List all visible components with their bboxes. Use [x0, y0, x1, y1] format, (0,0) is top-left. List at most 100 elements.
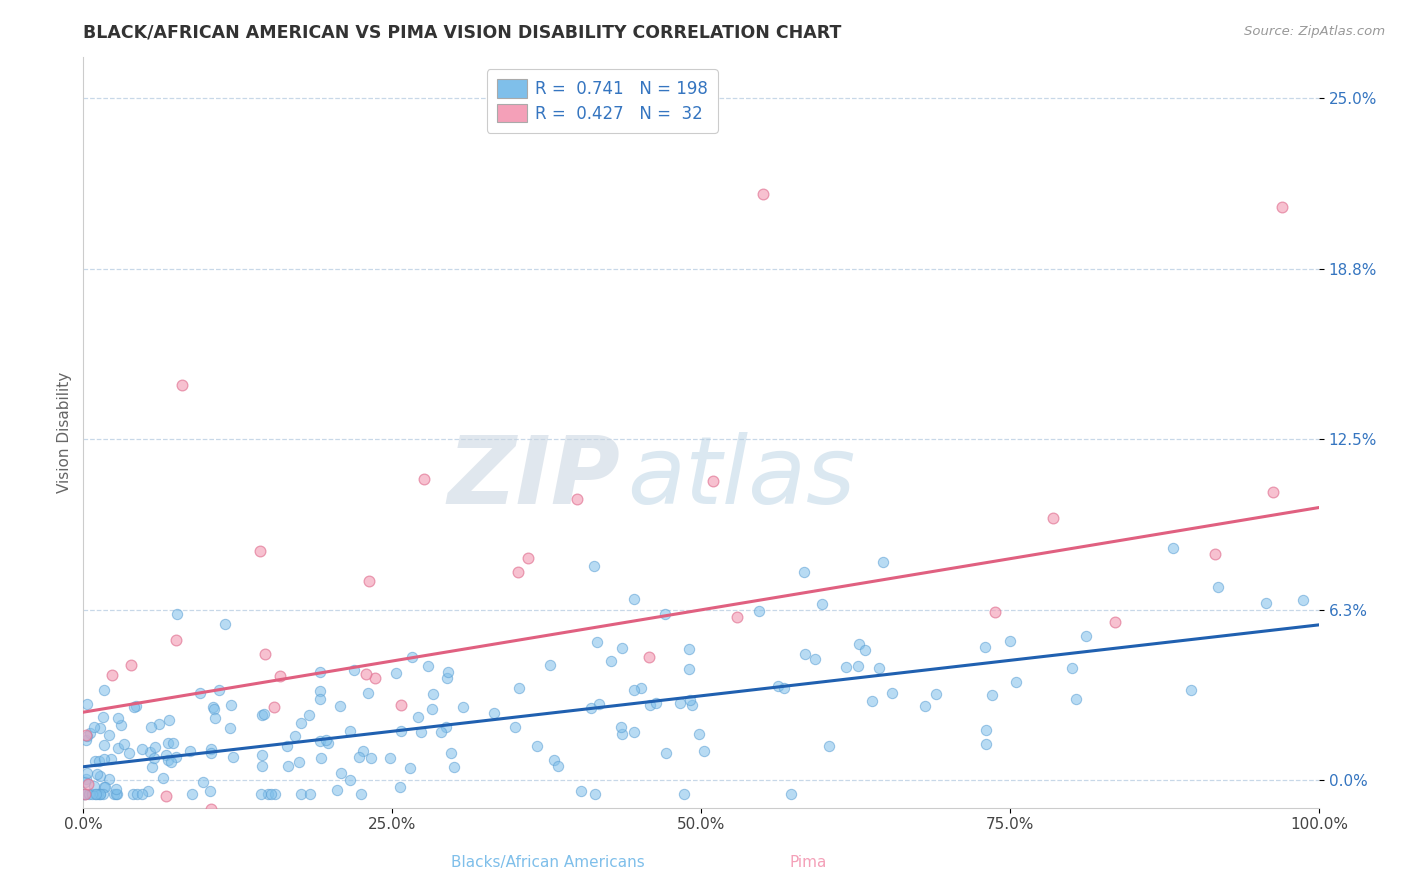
Point — [398, 761, 420, 775]
Point — [342, 663, 364, 677]
Point — [165, 632, 187, 647]
Point — [110, 717, 132, 731]
Point — [107, 740, 129, 755]
Point — [678, 662, 700, 676]
Point — [73, 787, 96, 801]
Point — [86, 767, 108, 781]
Point — [159, 755, 181, 769]
Point — [508, 681, 530, 695]
Point — [437, 665, 460, 680]
Point — [679, 693, 702, 707]
Point — [93, 752, 115, 766]
Point — [538, 658, 561, 673]
Point — [804, 652, 827, 666]
Point — [623, 592, 645, 607]
Point — [83, 779, 105, 793]
Point — [925, 687, 948, 701]
Point — [638, 650, 661, 665]
Point — [1064, 691, 1087, 706]
Point — [330, 765, 353, 780]
Point — [773, 681, 796, 695]
Point — [872, 555, 894, 569]
Point — [389, 780, 412, 795]
Point — [188, 685, 211, 699]
Point — [76, 729, 98, 743]
Point — [97, 772, 120, 786]
Point — [981, 688, 1004, 702]
Point — [276, 739, 298, 753]
Point — [853, 643, 876, 657]
Point — [77, 787, 100, 801]
Point — [112, 738, 135, 752]
Point — [1161, 541, 1184, 556]
Point — [360, 750, 382, 764]
Point — [846, 659, 869, 673]
Text: Pima: Pima — [790, 855, 827, 870]
Point — [84, 754, 107, 768]
Text: Blacks/African Americans: Blacks/African Americans — [451, 855, 645, 870]
Point — [287, 755, 309, 769]
Point — [793, 565, 815, 579]
Point — [120, 658, 142, 673]
Point — [148, 717, 170, 731]
Point — [1261, 485, 1284, 500]
Point — [583, 559, 606, 574]
Point — [72, 787, 94, 801]
Point — [202, 699, 225, 714]
Point — [269, 669, 291, 683]
Point — [118, 746, 141, 760]
Point — [155, 748, 177, 763]
Point — [136, 783, 159, 797]
Point — [156, 736, 179, 750]
Point — [308, 734, 330, 748]
Point — [347, 750, 370, 764]
Point — [93, 780, 115, 795]
Point — [200, 746, 222, 760]
Point — [73, 822, 96, 837]
Point — [222, 750, 245, 764]
Point — [179, 744, 201, 758]
Point — [100, 668, 122, 682]
Point — [87, 787, 110, 801]
Point — [143, 739, 166, 754]
Point — [260, 787, 283, 801]
Point — [221, 698, 243, 712]
Point — [860, 694, 883, 708]
Point — [583, 787, 606, 801]
Point — [283, 729, 305, 743]
Point — [339, 723, 361, 738]
Point — [157, 753, 180, 767]
Point — [623, 725, 645, 739]
Point — [681, 698, 703, 712]
Point — [440, 746, 463, 760]
Point — [131, 742, 153, 756]
Point — [139, 720, 162, 734]
Point — [508, 565, 530, 579]
Point — [89, 754, 111, 768]
Point — [91, 709, 114, 723]
Point — [974, 723, 997, 738]
Point — [127, 787, 149, 801]
Point — [610, 640, 633, 655]
Point — [253, 706, 276, 721]
Point — [835, 660, 858, 674]
Point — [422, 687, 444, 701]
Point — [180, 787, 202, 801]
Point — [166, 607, 188, 622]
Text: Source: ZipAtlas.com: Source: ZipAtlas.com — [1244, 25, 1385, 38]
Point — [780, 787, 803, 801]
Point — [503, 721, 526, 735]
Point — [94, 780, 117, 794]
Point — [672, 787, 695, 801]
Point — [569, 784, 592, 798]
Point — [1005, 675, 1028, 690]
Point — [218, 721, 240, 735]
Point — [353, 744, 375, 758]
Point — [411, 724, 433, 739]
Point — [316, 736, 339, 750]
Point — [162, 736, 184, 750]
Point — [76, 766, 98, 780]
Point — [748, 604, 770, 618]
Point — [309, 683, 332, 698]
Point — [103, 787, 125, 801]
